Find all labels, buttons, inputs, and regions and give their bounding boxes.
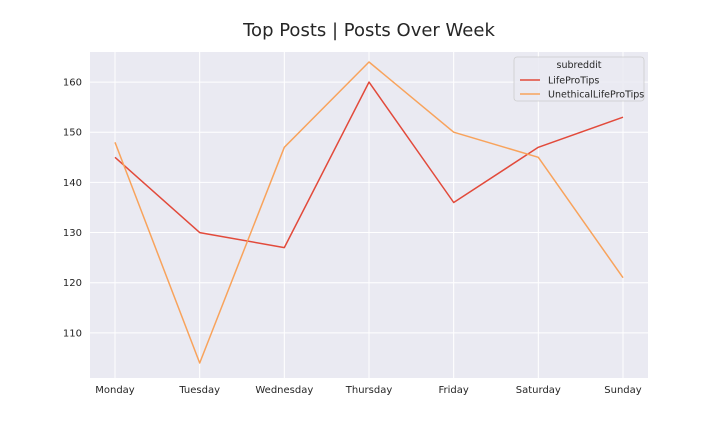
x-axis-ticks: Monday Tuesday Wednesday Thursday Friday Satu… [95,385,642,396]
x-tick-label: Saturday [516,385,561,396]
x-tick-label: Thursday [345,385,393,396]
y-tick-label: 160 [63,78,82,89]
y-tick-label: 150 [63,128,82,139]
x-tick-label: Friday [439,385,469,396]
legend-title: subreddit [557,60,602,71]
x-tick-label: Monday [95,385,135,396]
legend-box [513,56,645,102]
legend-items: LifeProTips UnethicalLifeProTips [520,76,644,101]
chart-title: Top Posts | Posts Over Week [243,20,495,41]
x-tick-label: Sunday [604,385,641,396]
x-tick-label: Tuesday [178,385,220,396]
y-tick-label: 130 [63,228,82,239]
legend-label: UnethicalLifeProTips [548,90,644,101]
series-lines [114,61,624,364]
y-tick-label: 110 [63,328,82,339]
x-tick-label: Wednesday [255,385,313,396]
series-line-1 [114,61,624,364]
y-tick-label: 140 [63,178,82,189]
y-tick-label: 120 [63,278,82,289]
series-line-0 [114,81,624,249]
y-axis-ticks: 110 120 130 140 150 160 [63,78,82,340]
legend-label: LifeProTips [548,76,599,87]
legend: subreddit LifeProTips UnethicalLifeProTip… [513,56,645,102]
